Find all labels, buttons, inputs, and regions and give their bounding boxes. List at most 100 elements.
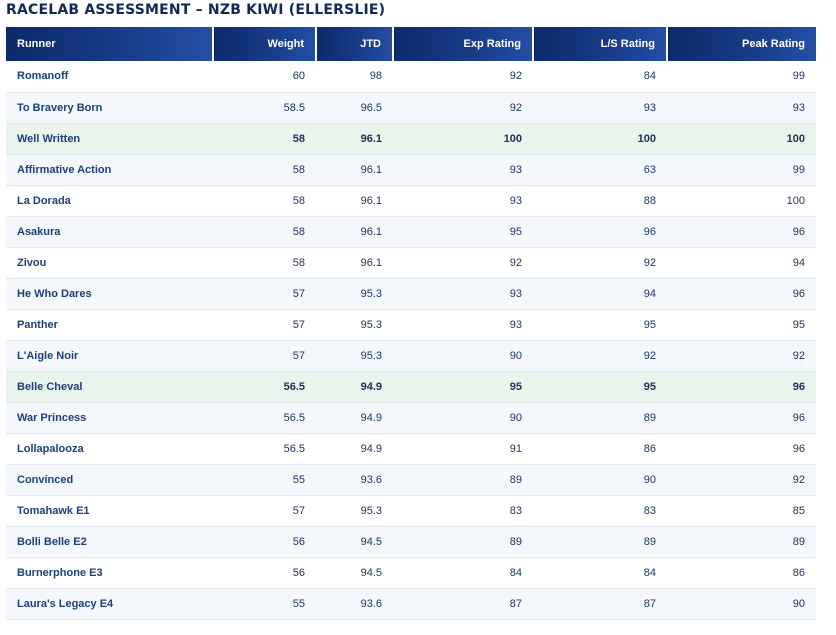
peak-rating-cell: 96 <box>667 216 816 248</box>
weight-cell: 58.5 <box>213 92 316 124</box>
exp-rating-cell: 95 <box>393 371 533 403</box>
ls-rating-cell: 89 <box>533 526 667 558</box>
exp-rating-cell: 91 <box>393 433 533 465</box>
peak-rating-cell: 99 <box>667 61 816 93</box>
jtd-cell: 96.1 <box>316 154 393 186</box>
peak-rating-cell: 86 <box>667 557 816 589</box>
column-header-peak-rating[interactable]: Peak Rating <box>667 27 816 61</box>
peak-rating-cell: 95 <box>667 309 816 341</box>
table-row: Convinced 55 93.6 89 90 92 <box>6 464 816 496</box>
exp-rating-cell: 90 <box>393 402 533 434</box>
jtd-cell: 96.1 <box>316 247 393 279</box>
ls-rating-cell: 92 <box>533 340 667 372</box>
exp-rating-cell: 87 <box>393 588 533 620</box>
table-row: Well Written 58 96.1 100 100 100 <box>6 123 816 155</box>
table-row: Tomahawk E1 57 95.3 83 83 85 <box>6 495 816 527</box>
ls-rating-cell: 95 <box>533 371 667 403</box>
runner-name-cell: Belle Cheval <box>6 371 213 403</box>
runner-name-cell: Lollapalooza <box>6 433 213 465</box>
peak-rating-cell: 89 <box>667 526 816 558</box>
table-row: Belle Cheval 56.5 94.9 95 95 96 <box>6 371 816 403</box>
exp-rating-cell: 93 <box>393 309 533 341</box>
jtd-cell: 96.1 <box>316 123 393 155</box>
jtd-cell: 94.9 <box>316 402 393 434</box>
table-row: Asakura 58 96.1 95 96 96 <box>6 216 816 248</box>
ls-rating-cell: 63 <box>533 154 667 186</box>
exp-rating-cell: 84 <box>393 557 533 589</box>
peak-rating-cell: 99 <box>667 154 816 186</box>
exp-rating-cell: 93 <box>393 278 533 310</box>
ls-rating-cell: 86 <box>533 433 667 465</box>
table-row: L'Aigle Noir 57 95.3 90 92 92 <box>6 340 816 372</box>
jtd-cell: 96.5 <box>316 92 393 124</box>
exp-rating-cell: 93 <box>393 154 533 186</box>
runner-name-cell: Asakura <box>6 216 213 248</box>
jtd-cell: 94.9 <box>316 433 393 465</box>
runner-name-cell: War Princess <box>6 402 213 434</box>
table-row: Laura's Legacy E4 55 93.6 87 87 90 <box>6 588 816 620</box>
ls-rating-cell: 84 <box>533 557 667 589</box>
column-header-runner[interactable]: Runner <box>6 27 214 61</box>
ls-rating-cell: 95 <box>533 309 667 341</box>
runner-name-cell: Tomahawk E1 <box>6 495 213 527</box>
runner-name-cell: Laura's Legacy E4 <box>6 588 213 620</box>
peak-rating-cell: 100 <box>667 185 816 217</box>
ls-rating-cell: 92 <box>533 247 667 279</box>
jtd-cell: 94.9 <box>316 371 393 403</box>
table-header: Runner Weight JTD Exp Rating L/S Rating … <box>6 27 816 61</box>
ls-rating-cell: 93 <box>533 92 667 124</box>
peak-rating-cell: 96 <box>667 371 816 403</box>
ls-rating-cell: 84 <box>533 61 667 93</box>
exp-rating-cell: 89 <box>393 526 533 558</box>
runner-name-cell: He Who Dares <box>6 278 213 310</box>
column-header-weight[interactable]: Weight <box>213 27 317 61</box>
peak-rating-cell: 92 <box>667 464 816 496</box>
table-row: Affirmative Action 58 96.1 93 63 99 <box>6 154 816 186</box>
runner-name-cell: La Dorada <box>6 185 213 217</box>
ls-rating-cell: 100 <box>533 123 667 155</box>
table-row: Romanoff 60 98 92 84 99 <box>6 61 816 93</box>
runner-name-cell: L'Aigle Noir <box>6 340 213 372</box>
table-row: La Dorada 58 96.1 93 88 100 <box>6 185 816 217</box>
runner-name-cell: Panther <box>6 309 213 341</box>
peak-rating-cell: 94 <box>667 247 816 279</box>
weight-cell: 57 <box>213 340 316 372</box>
runner-name-cell: Burnerphone E3 <box>6 557 213 589</box>
runner-name-cell: To Bravery Born <box>6 92 213 124</box>
jtd-cell: 94.5 <box>316 557 393 589</box>
peak-rating-cell: 85 <box>667 495 816 527</box>
table-row: To Bravery Born 58.5 96.5 92 93 93 <box>6 92 816 124</box>
jtd-cell: 94.5 <box>316 526 393 558</box>
jtd-cell: 95.3 <box>316 495 393 527</box>
peak-rating-cell: 90 <box>667 588 816 620</box>
weight-cell: 58 <box>213 185 316 217</box>
column-header-ls-rating[interactable]: L/S Rating <box>533 27 668 61</box>
runner-name-cell: Romanoff <box>6 61 213 93</box>
weight-cell: 60 <box>213 61 316 93</box>
column-header-exp-rating[interactable]: Exp Rating <box>393 27 534 61</box>
table-row: War Princess 56.5 94.9 90 89 96 <box>6 402 816 434</box>
ls-rating-cell: 94 <box>533 278 667 310</box>
weight-cell: 58 <box>213 154 316 186</box>
jtd-cell: 95.3 <box>316 278 393 310</box>
column-header-jtd[interactable]: JTD <box>316 27 394 61</box>
jtd-cell: 96.1 <box>316 185 393 217</box>
runner-name-cell: Affirmative Action <box>6 154 213 186</box>
weight-cell: 55 <box>213 464 316 496</box>
ls-rating-cell: 88 <box>533 185 667 217</box>
header-row: Runner Weight JTD Exp Rating L/S Rating … <box>6 27 816 61</box>
exp-rating-cell: 89 <box>393 464 533 496</box>
peak-rating-cell: 96 <box>667 402 816 434</box>
ls-rating-cell: 90 <box>533 464 667 496</box>
peak-rating-cell: 100 <box>667 123 816 155</box>
ls-rating-cell: 96 <box>533 216 667 248</box>
peak-rating-cell: 96 <box>667 278 816 310</box>
ls-rating-cell: 89 <box>533 402 667 434</box>
weight-cell: 56.5 <box>213 402 316 434</box>
jtd-cell: 93.6 <box>316 464 393 496</box>
table-row: He Who Dares 57 95.3 93 94 96 <box>6 278 816 310</box>
jtd-cell: 93.6 <box>316 588 393 620</box>
weight-cell: 56 <box>213 526 316 558</box>
weight-cell: 56.5 <box>213 433 316 465</box>
jtd-cell: 98 <box>316 61 393 93</box>
